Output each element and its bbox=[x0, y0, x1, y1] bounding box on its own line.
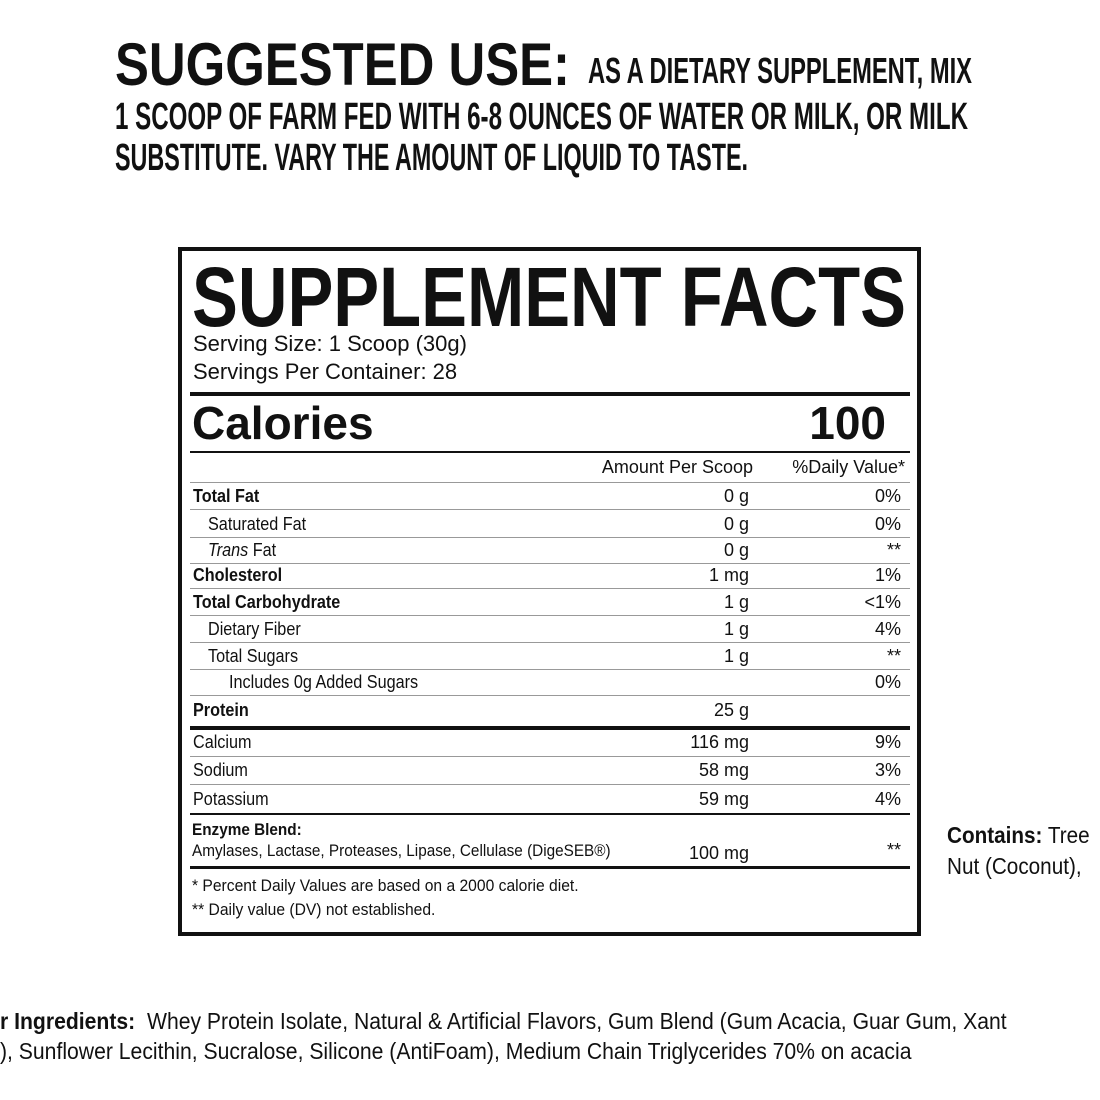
serving-size: Serving Size: 1 Scoop (30g) bbox=[193, 331, 467, 356]
contains-text: Tree Nut (Coconut), bbox=[947, 822, 1090, 879]
row-amount: 1 g bbox=[723, 646, 749, 666]
row-amount: 25 g bbox=[713, 700, 749, 720]
row-name: Total Sugars bbox=[208, 646, 298, 666]
row-dv: 1% bbox=[874, 565, 901, 585]
row-amount: 0 g bbox=[723, 540, 749, 560]
rule bbox=[190, 537, 910, 538]
rule bbox=[190, 615, 910, 616]
header-dv: %Daily Value* bbox=[792, 457, 905, 477]
row-name: Total Carbohydrate bbox=[193, 592, 340, 612]
row-name-text: Protein bbox=[193, 700, 249, 720]
row-name-text: Dietary Fiber bbox=[208, 619, 301, 639]
row-amount: 0 g bbox=[723, 514, 749, 534]
row-dv: ** bbox=[886, 540, 901, 560]
contains: Contains: Tree Nut (Coconut), bbox=[947, 820, 1100, 882]
rule bbox=[190, 451, 910, 453]
row-name: Total Fat bbox=[193, 486, 259, 506]
row-dv: 0% bbox=[874, 672, 901, 692]
row-amount: 1 g bbox=[723, 592, 749, 612]
facts-title: SUPPLEMENT FACTS bbox=[192, 250, 906, 344]
mineral-dv: 4% bbox=[874, 789, 901, 809]
servings-per-container: Servings Per Container: 28 bbox=[193, 359, 458, 384]
mineral-amount: 59 mg bbox=[698, 789, 749, 809]
rule bbox=[190, 588, 910, 589]
header-amount: Amount Per Scoop bbox=[601, 457, 753, 477]
mineral-amount: 116 mg bbox=[690, 732, 749, 752]
footnote: ** Daily value (DV) not established. bbox=[192, 900, 436, 919]
enzyme-dv: ** bbox=[886, 840, 901, 860]
enzyme-ingredients: Amylases, Lactase, Proteases, Lipase, Ce… bbox=[192, 841, 611, 860]
row-name: Dietary Fiber bbox=[208, 619, 301, 639]
row-amount: 1 mg bbox=[708, 565, 749, 585]
mineral-dv: 9% bbox=[874, 732, 901, 752]
rule bbox=[190, 813, 910, 815]
row-dv: 0% bbox=[874, 514, 901, 534]
row-dv: 0% bbox=[874, 486, 901, 506]
rule bbox=[190, 642, 910, 643]
rule bbox=[190, 784, 910, 785]
row-name: Includes 0g Added Sugars bbox=[229, 672, 418, 692]
row-name-text: Total Fat bbox=[193, 486, 260, 506]
row-name: Cholesterol bbox=[193, 565, 282, 585]
thick-rule bbox=[190, 392, 910, 396]
row-amount: 0 g bbox=[723, 486, 749, 506]
row-name: Saturated Fat bbox=[208, 514, 306, 534]
calories-value: 100 bbox=[809, 397, 886, 449]
ingredients-line: ), Sunflower Lecithin, Sucralose, Silico… bbox=[0, 1038, 912, 1064]
row-name-text: Fat bbox=[252, 540, 277, 560]
rule bbox=[190, 669, 910, 670]
enzyme-label: Enzyme Blend: bbox=[192, 820, 302, 839]
facts-box bbox=[178, 247, 921, 936]
calories-label: Calories bbox=[192, 397, 374, 449]
row-dv: <1% bbox=[864, 592, 901, 612]
use-label: SUGGESTED USE: bbox=[115, 31, 570, 98]
ingredients-text: Whey Protein Isolate, Natural & Artifici… bbox=[146, 1008, 1007, 1034]
mineral-name: Sodium bbox=[193, 760, 248, 780]
row-amount: 1 g bbox=[723, 619, 749, 639]
footnote: * Percent Daily Values are based on a 20… bbox=[192, 876, 579, 895]
mineral-name: Potassium bbox=[193, 789, 269, 809]
ingredients-label: r Ingredients: bbox=[0, 1008, 136, 1034]
row-name-text: Cholesterol bbox=[193, 565, 283, 585]
rule bbox=[190, 866, 910, 869]
rule bbox=[190, 726, 910, 730]
row-name-italic: Trans bbox=[208, 540, 249, 560]
ingredients-line: r Ingredients: Whey Protein Isolate, Nat… bbox=[0, 1008, 1007, 1035]
row-name-text: Includes 0g Added Sugars bbox=[229, 672, 419, 692]
rule bbox=[190, 756, 910, 757]
row-name-text: Total Sugars bbox=[208, 646, 299, 666]
row-dv: ** bbox=[886, 646, 901, 666]
row-dv: 4% bbox=[874, 619, 901, 639]
mineral-amount: 58 mg bbox=[698, 760, 749, 780]
use-line: 1 SCOOP OF FARM FED WITH 6-8 OUNCES OF W… bbox=[115, 96, 968, 138]
mineral-name: Calcium bbox=[193, 732, 252, 752]
use-line: SUBSTITUTE. VARY THE AMOUNT OF LIQUID TO… bbox=[115, 137, 748, 179]
contains-label: Contains: bbox=[947, 822, 1043, 848]
rule bbox=[190, 509, 910, 510]
rule bbox=[190, 695, 910, 696]
enzyme-amount: 100 mg bbox=[688, 843, 749, 863]
rule bbox=[190, 563, 910, 564]
row-name-text: Saturated Fat bbox=[208, 514, 307, 534]
use-line: AS A DIETARY SUPPLEMENT, MIX bbox=[588, 50, 972, 91]
row-name-text: Total Carbohydrate bbox=[193, 592, 341, 612]
row-name: Protein bbox=[193, 700, 249, 720]
row-name: Trans Fat bbox=[208, 540, 276, 560]
mineral-dv: 3% bbox=[874, 760, 901, 780]
rule bbox=[190, 482, 910, 483]
